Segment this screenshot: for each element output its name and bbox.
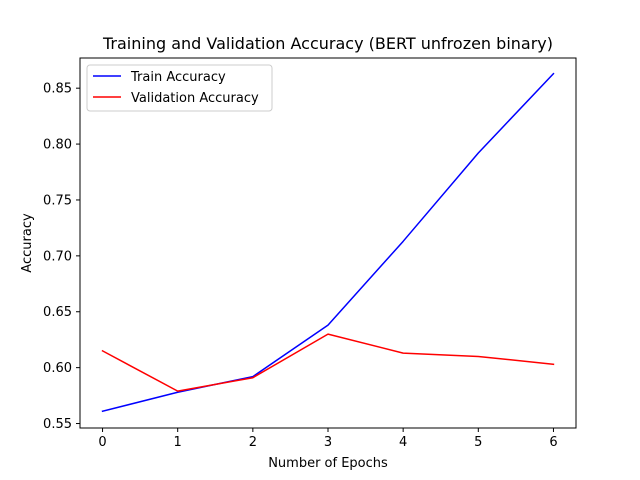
x-tick-label: 5 [474,435,482,450]
x-tick-label: 2 [249,435,257,450]
x-tick-label: 3 [324,435,332,450]
x-axis: 0 1 2 3 4 5 6 [98,428,558,450]
y-tick-label: 0.80 [43,138,72,153]
y-tick-label: 0.55 [43,417,72,432]
y-tick-label: 0.75 [43,193,72,208]
legend-box [86,64,273,112]
series-line-train [101,72,555,413]
chart-title: Training and Validation Accuracy (BERT u… [102,34,553,53]
y-tick-label: 0.65 [43,305,72,320]
y-axis-label: Accuracy [20,213,35,273]
y-axis: 0.55 0.60 0.65 0.70 0.75 0.80 0.85 [43,82,80,432]
x-axis-label: Number of Epochs [268,456,388,471]
x-tick-label: 1 [174,435,182,450]
legend-label-train: Train Accuracy [130,70,226,85]
series-group [101,72,555,413]
y-tick-label: 0.85 [43,82,72,97]
x-tick-label: 6 [549,435,557,450]
y-tick-label: 0.60 [43,361,72,376]
x-tick-label: 4 [399,435,407,450]
y-tick-label: 0.70 [43,249,72,264]
series-line-validation [101,333,555,392]
legend-label-validation: Validation Accuracy [131,91,259,106]
legend: Train Accuracy Validation Accuracy [86,64,273,112]
x-tick-label: 0 [98,435,106,450]
